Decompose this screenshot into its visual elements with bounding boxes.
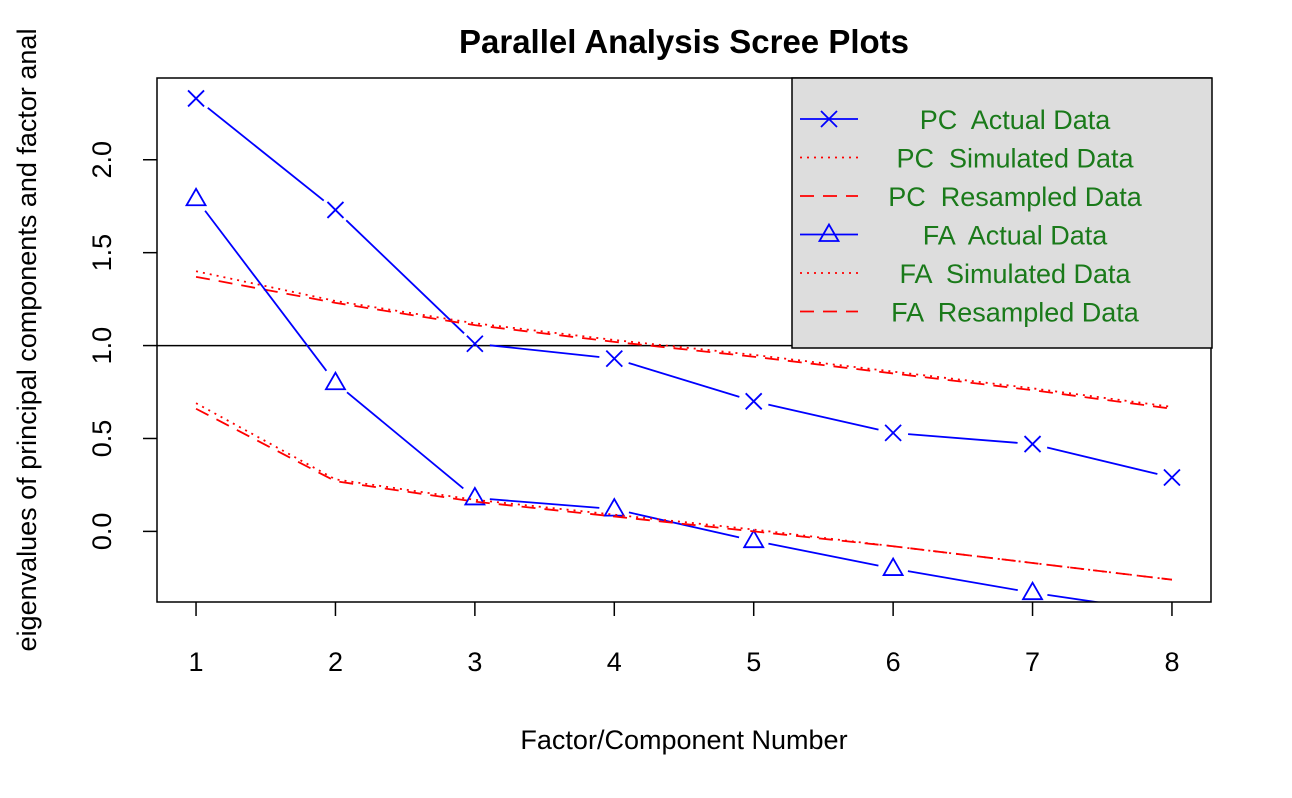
legend-label-4: FA Simulated Data bbox=[899, 259, 1131, 289]
series-0-segment bbox=[345, 219, 465, 334]
x-tick-label: 6 bbox=[886, 647, 901, 677]
series-5-line bbox=[195, 407, 1173, 581]
series-3-segment bbox=[628, 511, 740, 539]
legend-label-0: PC Actual Data bbox=[920, 105, 1112, 135]
series-3-segment bbox=[204, 210, 328, 372]
cross-stroke bbox=[884, 424, 902, 442]
y-tick-label: 0.5 bbox=[87, 420, 117, 458]
series-0-point-4 bbox=[605, 349, 623, 368]
series-0-segment bbox=[207, 107, 325, 202]
series-3-segment bbox=[1047, 593, 1103, 602]
series-3-point-5 bbox=[742, 528, 765, 549]
y-tick-label: 1.0 bbox=[87, 327, 117, 365]
series-0-segment bbox=[489, 344, 600, 358]
x-axis-label: Factor/Component Number bbox=[520, 725, 847, 755]
series-0-point-3 bbox=[466, 335, 484, 353]
cross-stroke bbox=[1023, 435, 1042, 453]
series-3-segment bbox=[768, 542, 879, 567]
legend-label-2: PC Resampled Data bbox=[888, 182, 1143, 212]
series-0-point-7 bbox=[1023, 435, 1042, 453]
series-3-segment bbox=[346, 391, 464, 490]
series-0-segment bbox=[908, 433, 1018, 444]
series-0-point-8 bbox=[1163, 468, 1181, 487]
x-tick-label: 8 bbox=[1164, 647, 1179, 677]
x-axis: 1 2 3 4 5 6 7 8 bbox=[189, 602, 1179, 677]
series-2-line bbox=[195, 275, 1173, 410]
series-0-point-6 bbox=[884, 424, 902, 442]
cross-stroke bbox=[820, 110, 838, 128]
series-3-point-2 bbox=[324, 370, 347, 391]
legend-marker-3 bbox=[817, 222, 841, 242]
cross-stroke bbox=[326, 201, 345, 219]
legend-label-3: FA Actual Data bbox=[923, 221, 1109, 251]
series-4-line bbox=[195, 402, 1173, 581]
series-3-point-3 bbox=[463, 486, 486, 506]
x-tick-label: 7 bbox=[1025, 647, 1040, 677]
y-tick-label: 1.5 bbox=[87, 234, 117, 272]
cross-stroke bbox=[605, 349, 623, 368]
y-tick-label: 0.0 bbox=[87, 513, 117, 551]
legend-marker-0 bbox=[820, 110, 838, 128]
legend-box bbox=[791, 77, 1213, 349]
series-3-segment bbox=[489, 498, 600, 509]
legend-label-1: PC Simulated Data bbox=[896, 144, 1134, 174]
series-0-point-2 bbox=[326, 201, 345, 219]
series-0-point-5 bbox=[745, 392, 763, 410]
series-3-point-4 bbox=[603, 497, 626, 517]
series-3-segment bbox=[907, 570, 1018, 592]
series-0-segment bbox=[1046, 446, 1158, 475]
series-0-segment bbox=[768, 403, 879, 431]
cross-stroke bbox=[466, 335, 484, 353]
series-0-point-1 bbox=[187, 89, 205, 108]
x-tick-label: 3 bbox=[467, 647, 482, 677]
series-3-point-1 bbox=[184, 186, 208, 207]
x-tick-label: 5 bbox=[746, 647, 761, 677]
cross-stroke bbox=[1163, 468, 1181, 487]
legend: PC Actual Data PC Simulated Data PC Resamp… bbox=[791, 77, 1213, 349]
legend-label-5: FA Resampled Data bbox=[891, 298, 1140, 328]
y-axis-label: eigenvalues of principal components and … bbox=[12, 29, 42, 652]
x-tick-label: 2 bbox=[328, 647, 343, 677]
series-3-point-6 bbox=[882, 556, 905, 576]
y-tick-label: 2.0 bbox=[87, 141, 117, 179]
cross-stroke bbox=[187, 89, 205, 108]
chart-title: Parallel Analysis Scree Plots bbox=[459, 23, 909, 60]
x-tick-label: 1 bbox=[189, 647, 204, 677]
y-axis: 0.0 0.5 1.0 1.5 2.0 bbox=[87, 141, 157, 550]
series-group bbox=[184, 89, 1181, 602]
x-tick-label: 4 bbox=[607, 647, 622, 677]
cross-stroke bbox=[745, 392, 763, 410]
series-0-segment bbox=[628, 362, 740, 398]
series-3-point-7 bbox=[1021, 580, 1044, 601]
